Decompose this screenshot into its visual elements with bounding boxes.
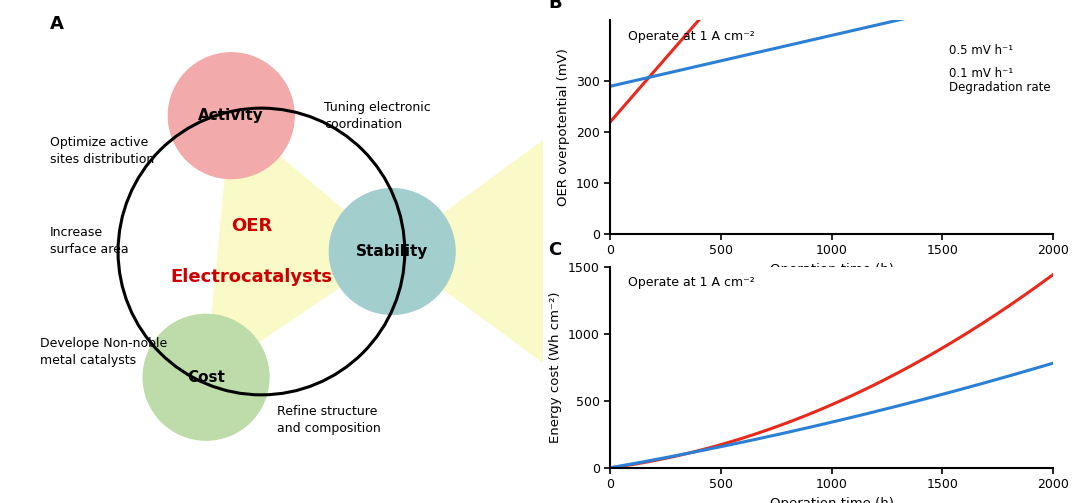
Text: Degradation rate: Degradation rate: [949, 81, 1051, 94]
Text: C: C: [549, 240, 562, 259]
Circle shape: [329, 189, 455, 314]
Y-axis label: OER overpotential (mV): OER overpotential (mV): [557, 48, 570, 206]
Text: A: A: [50, 15, 64, 33]
Text: Electrocatalysts: Electrocatalysts: [171, 268, 333, 286]
X-axis label: Operation time (h): Operation time (h): [770, 263, 893, 276]
Text: 0.1 mV h⁻¹: 0.1 mV h⁻¹: [949, 67, 1013, 80]
Text: Develope Non-noble
metal catalysts: Develope Non-noble metal catalysts: [40, 337, 167, 367]
Y-axis label: Energy cost (Wh cm⁻²): Energy cost (Wh cm⁻²): [550, 291, 563, 443]
Text: Refine structure
and composition: Refine structure and composition: [276, 405, 380, 435]
Text: Optimize active
sites distribution: Optimize active sites distribution: [50, 136, 154, 166]
Text: Operate at 1 A cm⁻²: Operate at 1 A cm⁻²: [627, 30, 755, 43]
Circle shape: [168, 53, 294, 179]
Text: Cost: Cost: [187, 370, 225, 385]
X-axis label: Operation time (h): Operation time (h): [770, 497, 893, 503]
Circle shape: [144, 314, 269, 440]
Text: Stability: Stability: [356, 244, 429, 259]
Text: Operate at 1 A cm⁻²: Operate at 1 A cm⁻²: [627, 276, 755, 289]
Text: Tuning electronic
coordination: Tuning electronic coordination: [324, 101, 431, 131]
Text: Activity: Activity: [199, 108, 265, 123]
Text: 0.5 mV h⁻¹: 0.5 mV h⁻¹: [949, 44, 1013, 57]
Polygon shape: [206, 116, 392, 377]
Polygon shape: [392, 86, 619, 417]
Text: B: B: [549, 0, 562, 12]
Text: Increase
surface area: Increase surface area: [50, 226, 129, 257]
Text: OER: OER: [231, 217, 272, 235]
